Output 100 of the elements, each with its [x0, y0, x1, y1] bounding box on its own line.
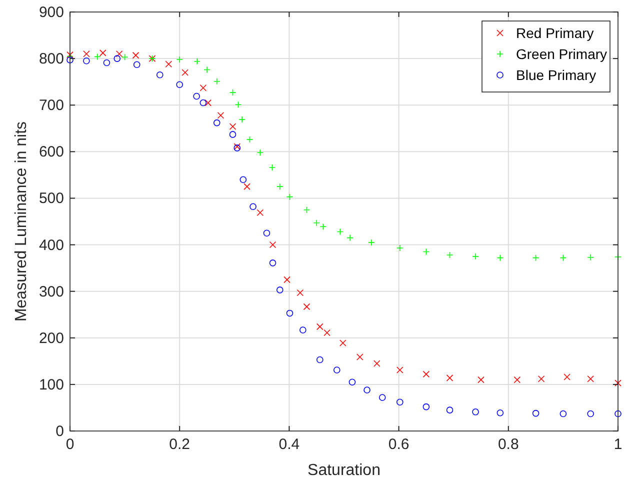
point	[286, 310, 294, 317]
y-tick-label: 400	[38, 236, 64, 254]
point	[316, 323, 324, 330]
point	[422, 370, 430, 378]
y-tick-label: 0	[56, 423, 64, 440]
point	[94, 53, 101, 60]
point	[276, 286, 284, 294]
y-tick-label: 800	[38, 50, 64, 68]
point	[176, 81, 183, 88]
point	[229, 89, 236, 96]
point	[333, 366, 340, 374]
point	[276, 183, 284, 190]
point	[200, 84, 207, 92]
point	[256, 149, 264, 156]
point	[217, 112, 224, 119]
point	[346, 234, 354, 242]
point	[229, 131, 236, 138]
point	[103, 59, 110, 66]
point	[268, 164, 276, 171]
point	[234, 101, 242, 108]
legend-label: Red Primary	[516, 25, 594, 41]
point	[176, 56, 183, 63]
point	[373, 360, 380, 367]
x-tick-label: 1	[614, 436, 622, 453]
point	[116, 50, 123, 58]
x-tick-label: 0.6	[388, 436, 410, 453]
point	[244, 183, 250, 190]
point	[313, 219, 320, 226]
point	[300, 326, 306, 334]
x-tick-label: 0.2	[169, 436, 190, 453]
point	[324, 329, 330, 336]
point	[263, 230, 270, 237]
x-tick-label: 0	[66, 436, 74, 453]
point	[496, 254, 504, 262]
point	[564, 374, 570, 380]
point	[396, 366, 404, 374]
point	[213, 78, 220, 85]
legend-label: Blue Primary	[516, 67, 596, 83]
y-tick-label: 500	[38, 190, 64, 208]
point	[204, 99, 212, 106]
point	[194, 58, 201, 65]
y-tick-label: 900	[38, 4, 64, 21]
point	[446, 374, 454, 382]
point	[296, 289, 304, 296]
y-tick-label: 200	[38, 330, 64, 347]
point	[182, 69, 188, 76]
point	[240, 176, 247, 183]
point	[560, 254, 567, 262]
point	[560, 410, 567, 418]
point	[286, 193, 294, 200]
point	[165, 60, 172, 68]
point	[320, 223, 327, 230]
point	[532, 410, 540, 417]
point	[538, 375, 545, 382]
point	[269, 260, 276, 266]
point	[396, 398, 404, 406]
point	[587, 254, 594, 261]
y-tick-label: 100	[38, 376, 64, 394]
point	[99, 50, 106, 56]
point	[478, 376, 484, 384]
point	[114, 55, 121, 62]
point	[303, 303, 310, 310]
point	[614, 380, 622, 386]
point	[250, 203, 256, 210]
point	[348, 378, 356, 386]
point	[238, 116, 246, 123]
point	[587, 410, 594, 418]
y-tick-label: 300	[38, 283, 64, 300]
point	[614, 410, 622, 418]
point	[336, 228, 344, 236]
point	[204, 66, 210, 74]
point	[356, 354, 364, 360]
point	[132, 52, 140, 59]
point	[303, 206, 310, 214]
x-tick-label: 0.8	[498, 436, 519, 453]
point	[83, 57, 90, 64]
point	[121, 54, 128, 61]
point	[532, 254, 540, 262]
point	[229, 123, 236, 130]
point	[368, 239, 375, 246]
y-tick-label: 700	[38, 97, 64, 114]
point	[246, 136, 254, 143]
point	[316, 356, 324, 364]
point	[156, 71, 164, 78]
point	[269, 241, 276, 248]
point	[200, 99, 207, 106]
point	[284, 276, 290, 284]
point	[422, 403, 430, 410]
point	[133, 61, 140, 68]
point	[364, 386, 370, 394]
point	[514, 376, 521, 384]
point	[446, 406, 454, 414]
x-tick-label: 0.4	[278, 436, 300, 453]
point	[472, 253, 479, 260]
point	[422, 248, 430, 256]
point	[587, 375, 594, 382]
point	[446, 252, 454, 258]
point	[256, 209, 264, 216]
point	[193, 92, 200, 100]
x-axis-title: Saturation	[308, 462, 380, 479]
